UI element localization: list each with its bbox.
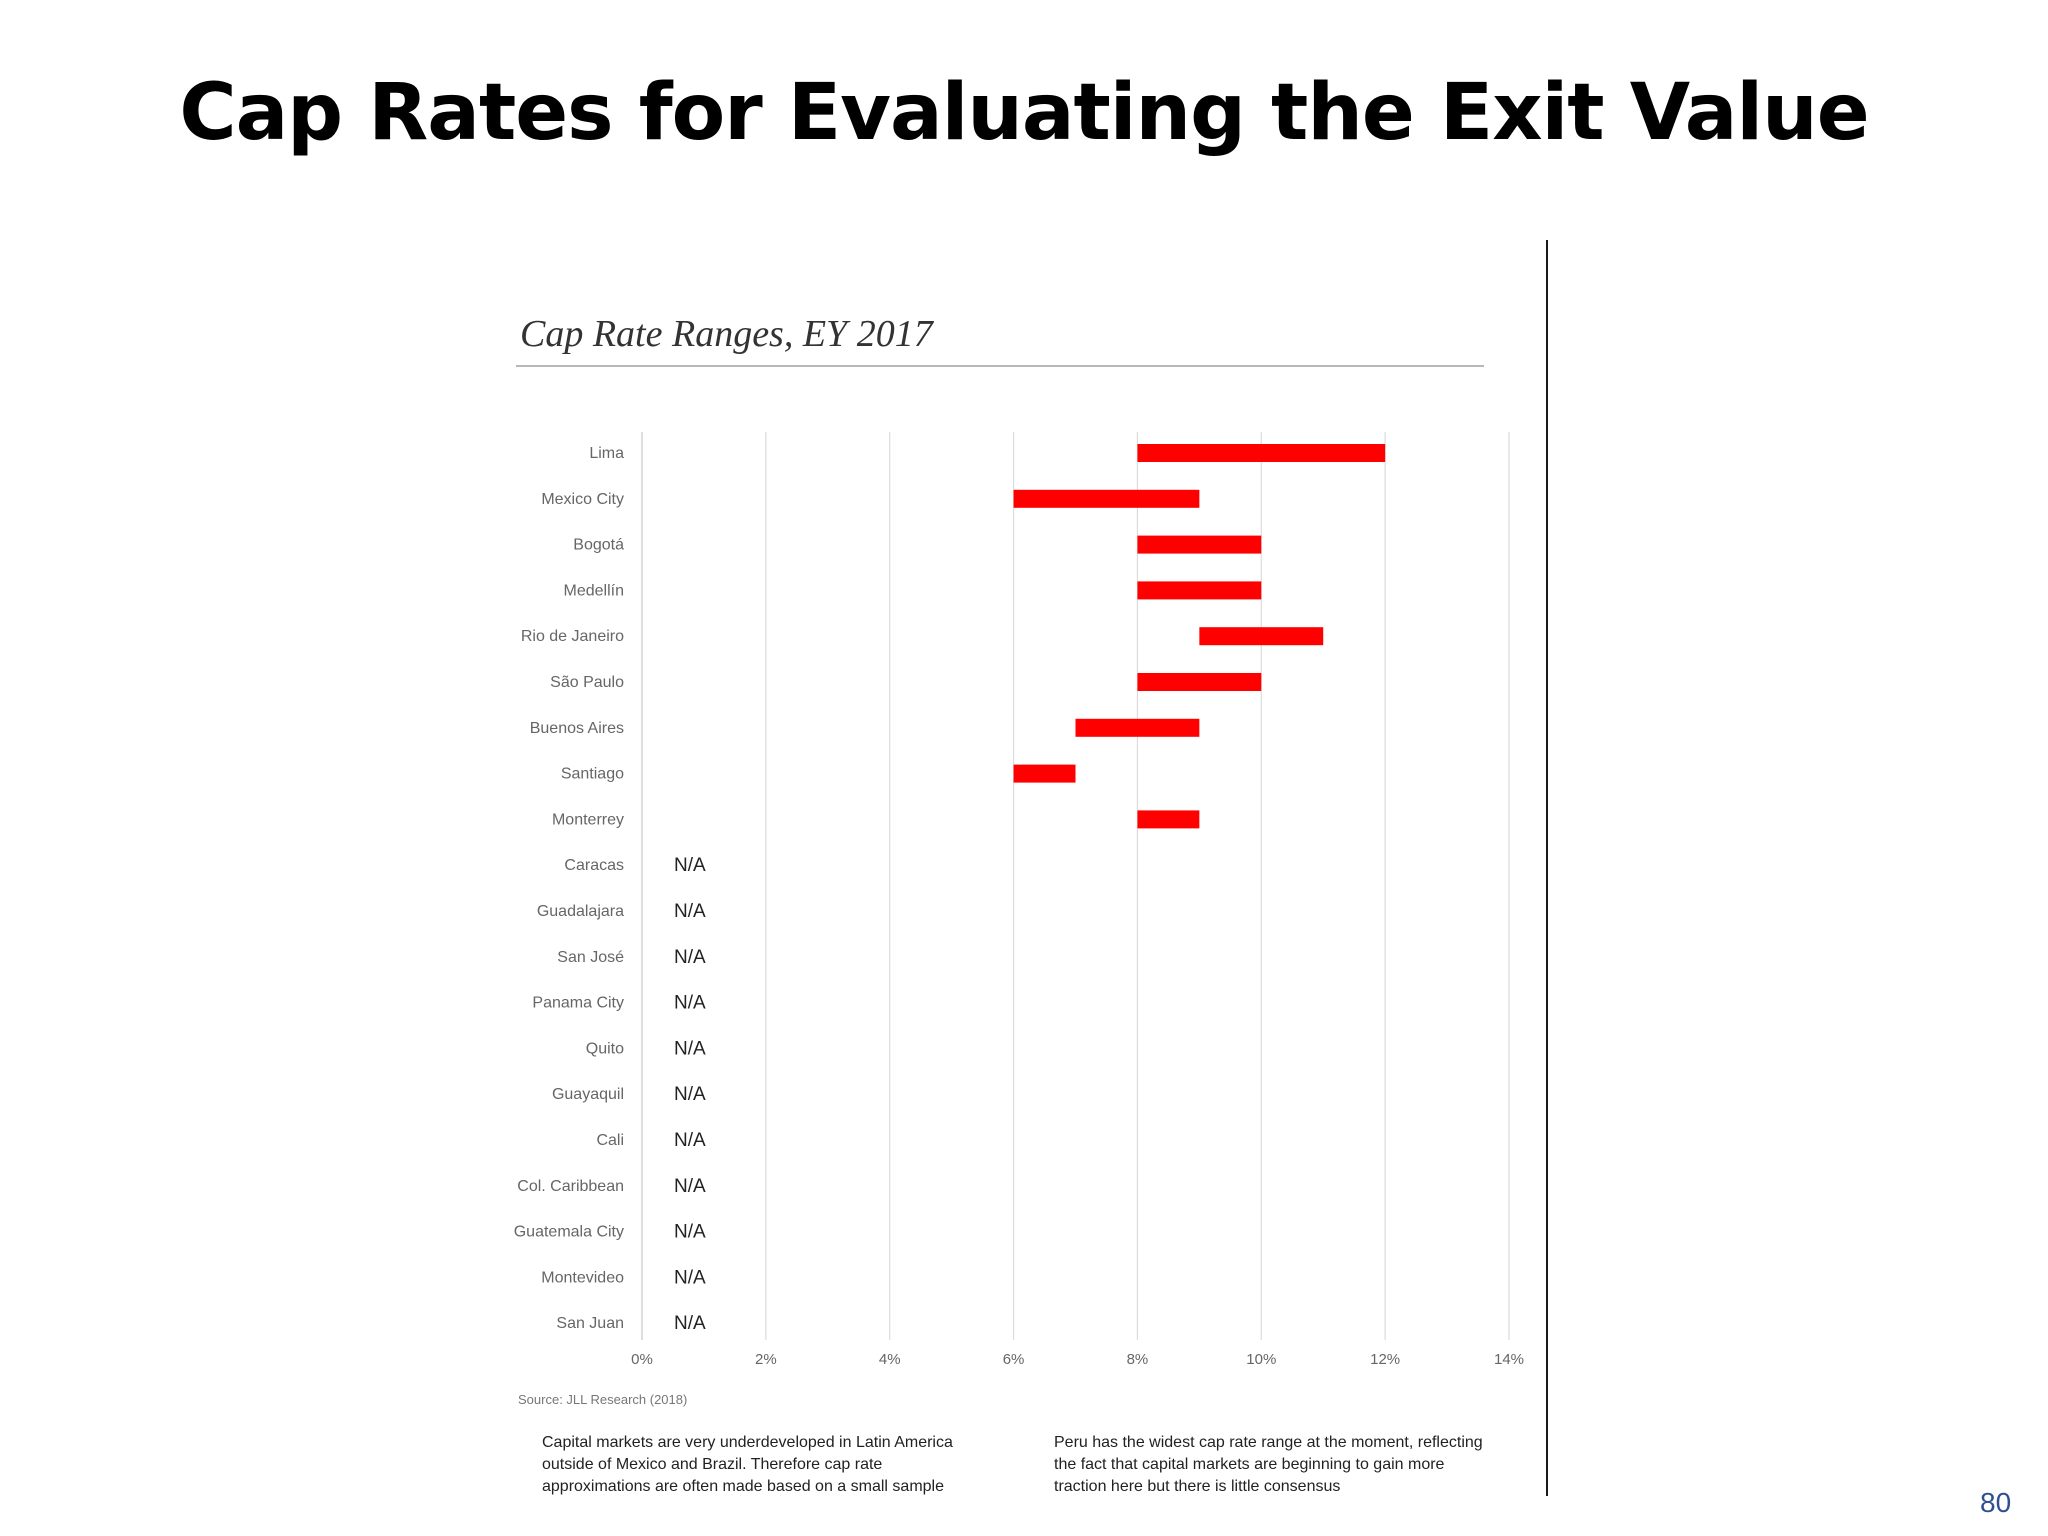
x-tick-label: 4% xyxy=(879,1351,901,1368)
category-label: Col. Caribbean xyxy=(517,1178,624,1195)
x-tick-label: 8% xyxy=(1127,1351,1149,1368)
x-tick-label: 12% xyxy=(1370,1351,1400,1368)
category-label: San Juan xyxy=(556,1315,624,1332)
category-label: San José xyxy=(557,949,624,966)
x-tick-label: 14% xyxy=(1494,1351,1524,1368)
category-label: Medellín xyxy=(564,582,624,599)
range-bar xyxy=(1137,581,1262,600)
note-right-text: Peru has the widest cap rate range at th… xyxy=(1054,1434,1483,1495)
category-label: Cali xyxy=(596,1132,624,1149)
range-bar xyxy=(1137,535,1262,554)
x-tick-label: 0% xyxy=(631,1351,653,1368)
title-underline xyxy=(516,365,1484,367)
na-label: N/A xyxy=(674,901,706,922)
slide-title: Cap Rates for Evaluating the Exit Value xyxy=(179,68,1869,158)
category-label: Guatemala City xyxy=(514,1224,624,1241)
na-label: N/A xyxy=(674,947,706,968)
page-number: 80 xyxy=(1980,1487,2012,1518)
x-tick-label: 6% xyxy=(1003,1351,1025,1368)
na-label: N/A xyxy=(674,1222,706,1243)
category-label: Rio de Janeiro xyxy=(521,628,624,645)
category-label: Caracas xyxy=(564,857,624,874)
category-label: Lima xyxy=(589,445,624,462)
category-label: Montevideo xyxy=(541,1269,624,1286)
range-bar xyxy=(1075,718,1200,737)
range-bar xyxy=(1137,673,1262,691)
range-bar xyxy=(1013,764,1076,783)
category-label: Panama City xyxy=(532,995,624,1012)
na-label: N/A xyxy=(674,1176,706,1197)
range-bar xyxy=(1199,627,1324,646)
na-label: N/A xyxy=(674,1084,706,1105)
category-label: Santiago xyxy=(561,766,624,783)
note-left: • Capital markets are very underdevelope… xyxy=(542,1432,982,1498)
na-label: N/A xyxy=(674,855,706,876)
category-label: Monterrey xyxy=(552,811,624,828)
category-label: Bogotá xyxy=(573,537,624,554)
chart-source: Source: JLL Research (2018) xyxy=(518,1392,688,1407)
na-label: N/A xyxy=(674,1038,706,1059)
x-tick-label: 2% xyxy=(755,1351,777,1368)
category-label: Guayaquil xyxy=(552,1086,624,1103)
x-tick-label: 10% xyxy=(1246,1351,1276,1368)
na-label: N/A xyxy=(674,993,706,1014)
range-bar xyxy=(1013,489,1200,508)
range-bar xyxy=(1137,810,1200,829)
range-bar xyxy=(1137,444,1386,462)
na-label: N/A xyxy=(674,1130,706,1151)
category-label: Guadalajara xyxy=(537,903,624,920)
cap-rate-chart: 0% 2% 4% 6% 8% 10% 12% 14% Lima Mexico City Bogotá… xyxy=(514,432,1524,1368)
category-label: Buenos Aires xyxy=(530,720,624,737)
vertical-divider xyxy=(1546,240,1548,1496)
category-label: São Paulo xyxy=(550,674,624,691)
category-label: Mexico City xyxy=(541,491,624,508)
na-label: N/A xyxy=(674,1267,706,1288)
note-left-text: Capital markets are very underdeveloped … xyxy=(542,1434,953,1495)
na-label: N/A xyxy=(674,1313,706,1334)
category-label: Quito xyxy=(586,1040,624,1057)
chart-title: Cap Rate Ranges, EY 2017 xyxy=(520,313,933,355)
note-right: • Peru has the widest cap rate range at … xyxy=(1054,1432,1494,1498)
